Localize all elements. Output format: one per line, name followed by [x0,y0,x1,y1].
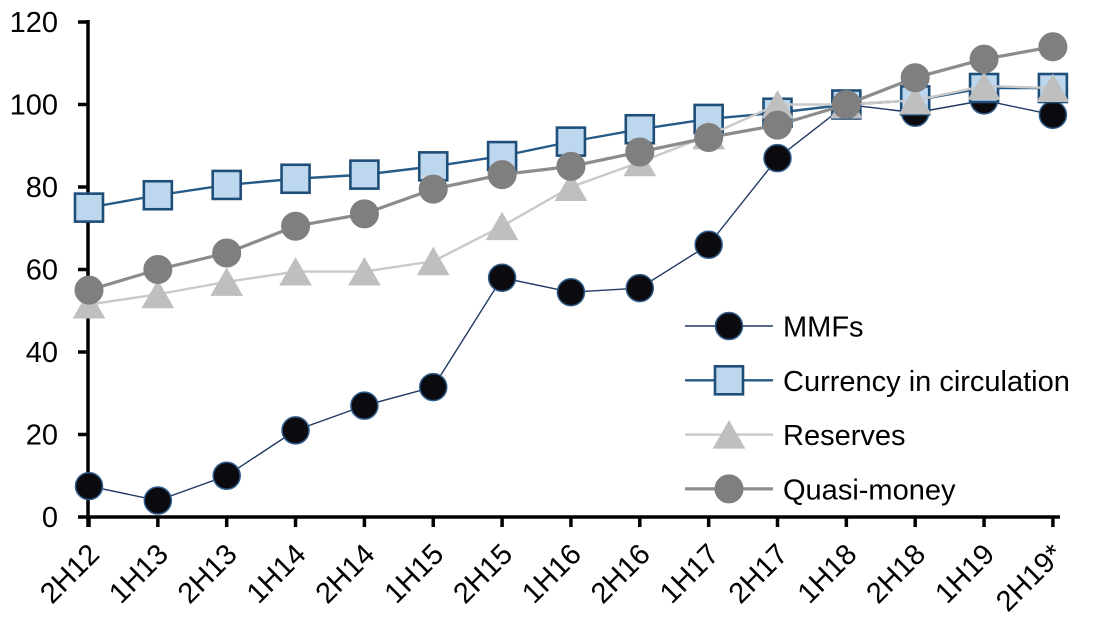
series-reserves-marker [967,71,1001,100]
y-tick-label: 100 [10,90,58,122]
series-quasi-money-marker [418,174,448,204]
series-quasi-money-marker [74,275,104,305]
legend-item-reserves: Reserves [685,420,906,452]
x-tick-label: 2H19* [990,538,1070,618]
legend-label: Reserves [783,420,906,452]
x-tick-label: 2H17 [723,538,795,610]
series-mmfs-marker [763,143,792,173]
series-mmfs-marker [487,263,517,292]
y-tick-label: 80 [26,172,58,204]
series-quasi-money-marker [625,137,655,167]
series-quasi-money-marker [969,44,999,74]
x-tick-label: 2H18 [860,538,932,610]
series-reserves-marker [485,211,519,241]
legend-label: Currency in circulation [783,366,1070,398]
x-tick-label: 2H12 [34,538,106,610]
series-reserves-marker [554,172,588,201]
legend-item-quasi-money: Quasi-money [685,474,956,506]
chart-legend: MMFs Currency in circulation Reserves Quasi… [685,312,1070,506]
series-reserves-marker [898,85,932,115]
series-quasi-money-marker [831,90,861,119]
series-quasi-money [74,32,1068,305]
legend-label: Quasi-money [783,474,956,506]
series-quasi-money-marker [143,255,173,284]
series-mmfs-marker [694,230,723,259]
x-tick-label: 1H15 [379,538,451,610]
legend-marker-currency-in-circulation [713,364,745,396]
y-tick-label: 60 [26,255,58,287]
series-currency-in-circulation-marker [349,159,380,190]
y-tick-label: 20 [26,420,58,452]
y-tick-label: 40 [26,337,58,369]
legend-marker-mmfs [714,311,744,341]
series-mmfs-marker [212,461,241,490]
x-tick-label: 2H16 [585,538,657,610]
series-mmfs-marker [74,471,104,501]
series-quasi-money-marker [763,110,792,140]
series-quasi-money-marker [694,123,724,152]
y-tick-label: 120 [10,7,58,39]
series-currency-in-circulation-marker [211,169,242,201]
x-tick-label: 1H13 [103,538,175,610]
series-quasi-money-marker [212,238,242,268]
series-quasi-money-marker [556,151,586,181]
legend-item-mmfs: MMFs [685,312,864,344]
series-quasi-money-marker [900,63,930,93]
series-reserves-marker [210,267,244,296]
x-tick-label: 2H15 [447,538,519,610]
series-reserves-marker [141,279,175,309]
series-currency-in-circulation-marker [555,126,587,157]
legend-marker-quasi-money [714,474,744,504]
x-tick-label: 1H16 [516,538,588,610]
series-mmfs-marker [1038,100,1068,130]
series-quasi-money-marker [349,199,379,229]
series-mmfs-marker [143,486,173,515]
series-reserves-marker [348,257,381,286]
x-tick-label: 2H13 [172,538,244,610]
legend-label: MMFs [783,312,864,344]
x-tick-label: 1H19 [929,538,1001,610]
y-tick-label: 0 [42,502,58,534]
series-currency-in-circulation-marker [73,192,105,223]
series-mmfs-marker [350,391,379,420]
series-currency-in-circulation-marker [142,179,174,211]
x-tick-label: 1H17 [654,538,726,610]
x-tick-label: 1H14 [241,538,313,610]
series-reserves-marker [1036,73,1070,102]
series-reserves-marker [279,257,312,286]
series-quasi-money-marker [1038,32,1068,62]
series-mmfs [74,86,1068,515]
series-mmfs-marker [281,416,310,445]
legend-item-currency-in-circulation: Currency in circulation [685,364,1070,398]
series-mmfs-marker [625,273,655,303]
series-mmfs-marker [556,277,586,307]
series-quasi-money-marker [487,160,517,190]
series-currency-in-circulation-marker [280,163,311,195]
series-reserves-marker [416,246,450,276]
series-mmfs-marker [419,372,448,402]
legend-marker-reserves [712,420,746,449]
x-tick-label: 1H18 [792,538,864,610]
series-quasi-money-marker [281,211,311,241]
x-tick-label: 2H14 [310,538,382,610]
